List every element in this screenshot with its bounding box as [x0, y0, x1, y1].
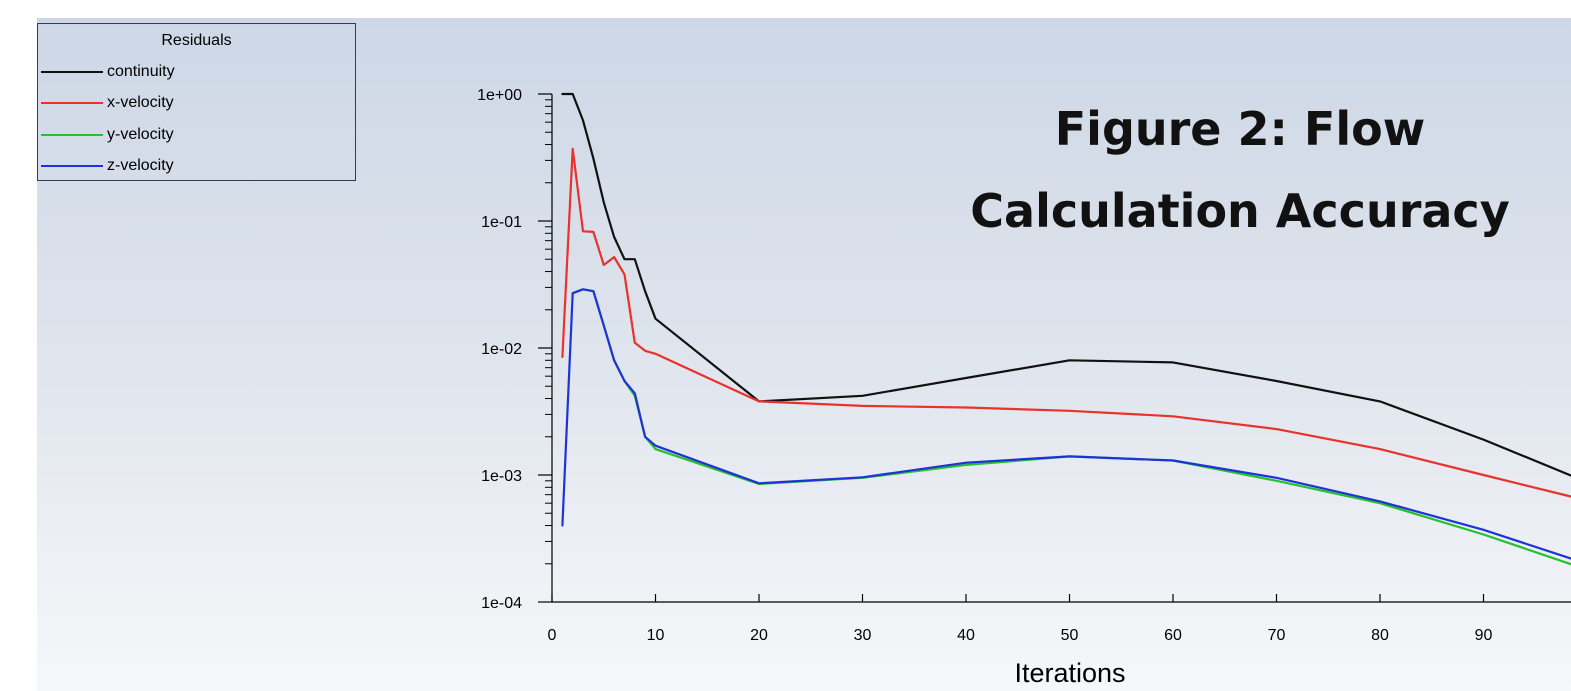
series-line-y-velocity — [571, 288, 1571, 566]
x-axis-label: Iterations — [1014, 658, 1125, 688]
x-tick-label: 0 — [548, 627, 557, 644]
series-line-x-velocity — [561, 147, 1571, 498]
x-tick-label: 40 — [957, 627, 975, 644]
slide-title: Figure 2: Flow Calculation Accuracy — [930, 88, 1550, 252]
legend-swatch-y-velocity — [41, 134, 103, 136]
x-tick-label: 90 — [1475, 627, 1493, 644]
legend-label-x-velocity: x-velocity — [107, 94, 174, 111]
legend-swatch-x-velocity — [41, 102, 103, 104]
series-line-z-velocity — [561, 288, 1571, 560]
slide-title-line-2: Calculation Accuracy — [970, 184, 1510, 238]
y-tick-label: 1e+00 — [477, 87, 522, 104]
legend-item-y-velocity: y-velocity — [41, 125, 174, 145]
legend-title: Residuals — [161, 32, 232, 49]
y-tick-label: 1e-02 — [481, 341, 522, 358]
plot-background — [37, 18, 1571, 691]
series-layer — [561, 92, 1571, 566]
y-tick-label: 1e-03 — [481, 468, 522, 485]
chart-axes: 1e+00 1e-01 1e-02 1e-03 1e-04 0 10 20 30 40 50 60 70… — [477, 87, 1571, 644]
x-tick-label: 80 — [1371, 627, 1389, 644]
legend-swatch-continuity — [41, 71, 103, 73]
legend-item-continuity: continuity — [41, 62, 175, 82]
x-tick-label: 50 — [1061, 627, 1079, 644]
x-tick-label: 30 — [854, 627, 872, 644]
y-tick-label: 1e-01 — [481, 214, 522, 231]
legend-label-z-velocity: z-velocity — [107, 157, 174, 174]
x-tick-label: 60 — [1164, 627, 1182, 644]
legend: Residuals continuity x-velocity y-veloci… — [37, 23, 356, 181]
slide-title-line-1: Figure 2: Flow — [1054, 102, 1426, 156]
x-tick-label: 70 — [1268, 627, 1286, 644]
y-tick-label: 1e-04 — [481, 595, 522, 612]
x-tick-label: 10 — [647, 627, 665, 644]
series-line-continuity — [561, 92, 1571, 477]
legend-swatch-z-velocity — [41, 165, 103, 167]
legend-label-y-velocity: y-velocity — [107, 126, 174, 143]
legend-item-z-velocity: z-velocity — [41, 156, 174, 176]
x-tick-label: 20 — [750, 627, 768, 644]
legend-item-x-velocity: x-velocity — [41, 93, 174, 113]
legend-label-continuity: continuity — [107, 63, 175, 80]
